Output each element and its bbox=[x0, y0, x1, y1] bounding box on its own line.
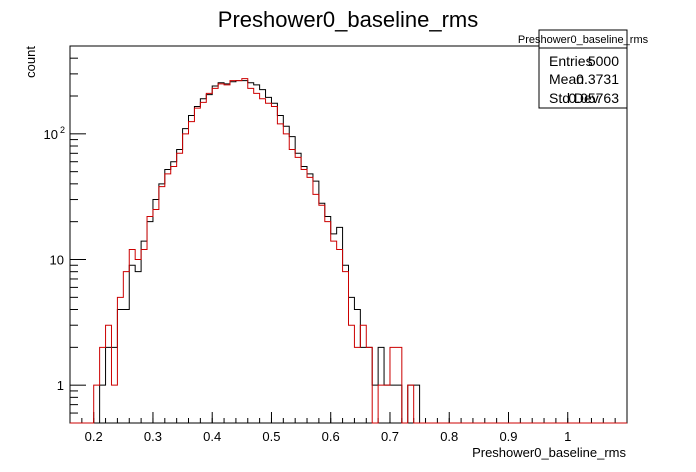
x-tick-label: 1 bbox=[564, 429, 571, 444]
series-layer bbox=[70, 78, 627, 424]
y-tick-label: 10 bbox=[50, 253, 64, 268]
y-tick-label: 1 bbox=[57, 378, 64, 393]
plot-frame bbox=[69, 45, 628, 424]
y-axis-label: count bbox=[23, 46, 38, 78]
histogram-series-2 bbox=[70, 78, 627, 424]
histogram-series-1 bbox=[70, 80, 627, 424]
x-axis-label: Preshower0_baseline_rms bbox=[472, 445, 626, 460]
y-tick-label: 10 bbox=[44, 127, 58, 142]
stats-stddev-label: Std Dev bbox=[549, 90, 599, 106]
x-tick-label: 0.7 bbox=[381, 429, 399, 444]
stats-mean-value: 0.3731 bbox=[576, 71, 619, 87]
stats-entries-value: 5000 bbox=[588, 53, 619, 69]
chart-title: Preshower0_baseline_rms bbox=[218, 7, 478, 32]
stats-stddev-value: 0.05763 bbox=[568, 90, 619, 106]
x-tick-label: 0.2 bbox=[85, 429, 103, 444]
stats-mean-label: Mean bbox=[549, 71, 584, 87]
y-tick-exponent: 2 bbox=[60, 125, 65, 135]
x-tick-label: 0.3 bbox=[144, 429, 162, 444]
x-tick-label: 0.8 bbox=[440, 429, 458, 444]
x-tick-label: 0.4 bbox=[203, 429, 221, 444]
x-tick-label: 0.9 bbox=[499, 429, 517, 444]
stats-box: Preshower0_baseline_rms Entries 5000 Mea… bbox=[518, 29, 649, 109]
x-tick-label: 0.5 bbox=[262, 429, 280, 444]
x-axis: 0.2 0.3 0.4 0.5 0.6 0.7 0.8 0.9 1 bbox=[69, 412, 616, 444]
x-tick-label: 0.6 bbox=[322, 429, 340, 444]
stats-title: Preshower0_baseline_rms bbox=[518, 34, 649, 46]
stats-entries-label: Entries bbox=[549, 53, 593, 69]
